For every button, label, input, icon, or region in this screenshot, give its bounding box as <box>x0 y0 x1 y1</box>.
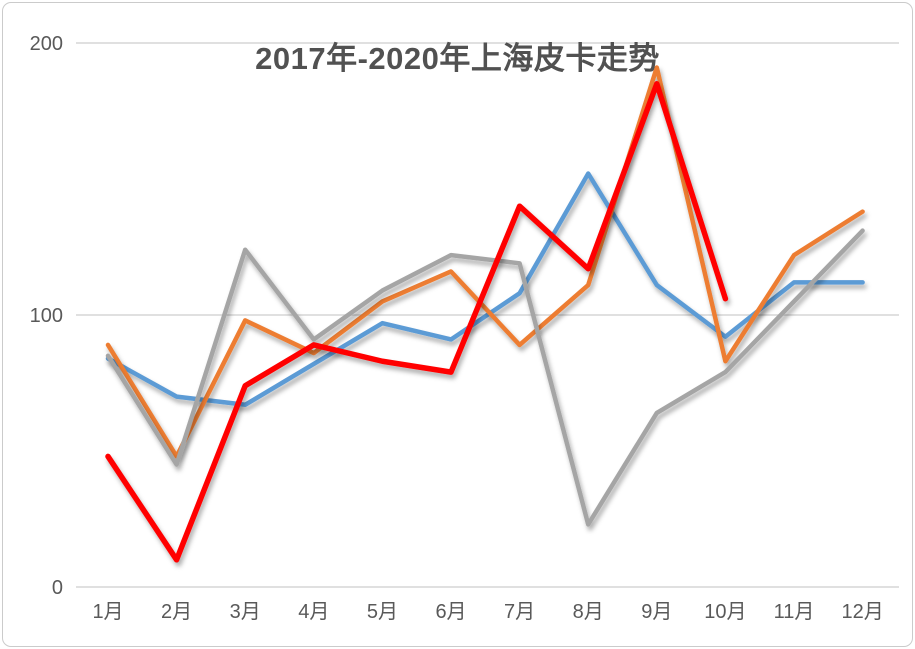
series-line-orange <box>105 65 865 459</box>
x-axis-label-11: 11月 <box>774 601 815 623</box>
x-axis-label-6: 6月 <box>435 601 466 623</box>
x-axis-label-9: 9月 <box>641 601 672 623</box>
x-axis-label-5: 5月 <box>367 601 398 623</box>
x-axis-label-7: 7月 <box>504 601 535 623</box>
x-axis-label-10: 10月 <box>704 601 746 623</box>
series-line-gray <box>105 228 865 527</box>
y-axis-label-0: 0 <box>52 577 63 599</box>
x-axis-label-12: 12月 <box>841 601 883 623</box>
y-axis-label-100: 100 <box>30 305 63 327</box>
x-axis-label-2: 2月 <box>161 601 192 623</box>
x-axis-label-3: 3月 <box>230 601 261 623</box>
y-axis-label-200: 200 <box>30 33 63 55</box>
x-axis-label-8: 8月 <box>573 601 604 623</box>
x-axis-label-4: 4月 <box>298 601 329 623</box>
series-line-red <box>105 81 729 563</box>
series-line-blue <box>105 171 865 408</box>
x-axis-label-1: 1月 <box>92 601 123 623</box>
